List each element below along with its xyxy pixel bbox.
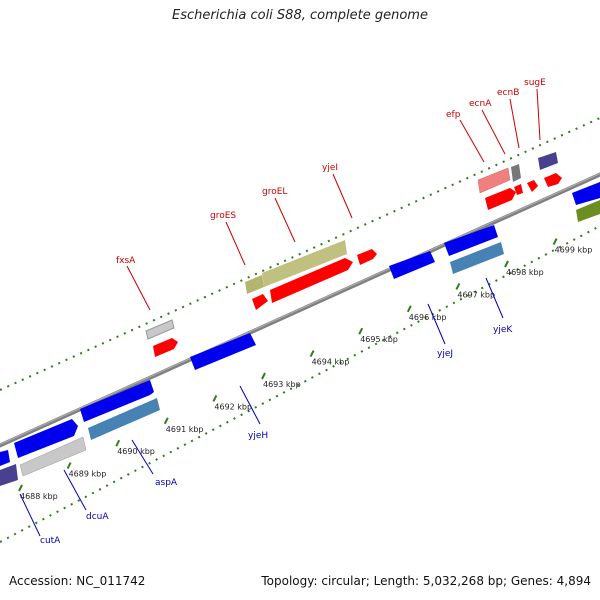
gene-fxsA[interactable] [145, 319, 175, 340]
gene-yjeJ[interactable] [389, 251, 435, 279]
leader-dcuA [63, 469, 87, 511]
kbp-tick-mark [66, 462, 72, 470]
minus-strand-guide [0, 225, 600, 543]
leader-ecnB [509, 98, 520, 149]
label-fxsA: fxsA [116, 256, 136, 266]
gene-fxsA-arrow[interactable] [153, 338, 178, 357]
gene-blue-left[interactable] [0, 450, 10, 466]
kbp-tick-label: 4688 kbp [20, 492, 58, 501]
gene-sugE-arrow[interactable] [544, 173, 562, 187]
kbp-tick-label: 4698 kbp [506, 268, 544, 277]
backbone-highlight [0, 172, 600, 446]
minus-labels: cutA dcuA aspA yjeH yjeJ yjeK [19, 277, 513, 546]
leader-yjeI [332, 173, 353, 219]
leader-yjeJ [427, 303, 446, 345]
label-yjeK: yjeK [493, 325, 513, 335]
label-aspA: aspA [155, 478, 178, 488]
kbp-tick-label: 4689 kbp [69, 470, 107, 479]
leader-yjeK [485, 277, 504, 319]
minus-strand-genes [0, 182, 600, 486]
gene-groEL-arrow[interactable] [270, 258, 353, 303]
gene-cutA[interactable] [0, 464, 18, 486]
genome-summary: Topology: circular; Length: 5,032,268 bp… [261, 574, 591, 588]
kbp-tick-mark [406, 305, 412, 313]
kbp-tick-mark [115, 439, 121, 447]
kbp-tick-mark [212, 394, 218, 402]
kbp-tick-mark [163, 417, 169, 425]
leader-groEL [274, 197, 296, 243]
label-yjeJ: yjeJ [437, 349, 453, 359]
gene-aspA-blue[interactable] [80, 380, 154, 422]
accession-text: Accession: NC_011742 [9, 574, 146, 588]
gene-ecnB2-arrow[interactable] [527, 180, 538, 192]
kbp-tick-label: 4696 kbp [409, 313, 447, 322]
kbp-tick-label: 4699 kbp [555, 246, 593, 255]
gene-yjeI-arrow[interactable] [357, 249, 377, 265]
plus-strand-genes [145, 152, 600, 357]
gene-aspA[interactable] [88, 398, 160, 440]
leader-yjeH [239, 385, 261, 425]
kbp-tick-label: 4694 kbp [312, 358, 350, 367]
kbp-tick-label: 4697 kbp [457, 290, 495, 299]
kbp-scale: 4688 kbp 4689 kbp 4690 kbp 4691 kbp 4692 kbp… [18, 238, 593, 501]
label-sugE: sugE [524, 78, 546, 88]
kbp-tick-mark [358, 327, 364, 335]
kbp-tick-mark [455, 282, 461, 290]
gene-ecnA[interactable] [511, 164, 521, 182]
label-yjeI: yjeI [322, 163, 338, 173]
label-yjeH: yjeH [248, 431, 268, 441]
map-title: Escherichia coli S88, complete genome [172, 8, 428, 23]
gene-efp-arrow[interactable] [485, 188, 516, 210]
leader-aspA [131, 439, 154, 475]
gene-yjeK[interactable] [450, 242, 504, 274]
gene-sugE[interactable] [538, 152, 558, 170]
kbp-tick-mark [309, 350, 315, 358]
gene-groES[interactable] [245, 275, 264, 294]
gene-dcuA[interactable] [19, 436, 87, 477]
label-groEL: groEL [262, 187, 287, 197]
gene-ecnB-arrow[interactable] [514, 184, 523, 195]
label-cutA: cutA [40, 536, 61, 546]
leader-ecnA [481, 109, 506, 155]
plus-labels: fxsA groES groEL yjeI efp ecnA ecnB sugE [116, 78, 546, 311]
kbp-tick-label: 4691 kbp [166, 425, 204, 434]
label-ecnA: ecnA [469, 99, 492, 109]
label-ecnB: ecnB [497, 88, 519, 98]
label-groES: groES [210, 211, 236, 221]
kbp-tick-label: 4693 kbp [263, 380, 301, 389]
gene-right-blue[interactable] [572, 182, 600, 205]
gene-yjeH[interactable] [190, 333, 256, 370]
kbp-tick-mark [261, 372, 266, 380]
kbp-tick-label: 4690 kbp [117, 447, 155, 456]
kbp-tick-label: 4692 kbp [214, 402, 252, 411]
kbp-tick-mark [504, 260, 509, 268]
gene-efp-pink[interactable] [477, 167, 511, 194]
label-dcuA: dcuA [86, 512, 109, 522]
gene-dcuA-blue[interactable] [14, 419, 78, 458]
kbp-tick-mark [552, 238, 558, 246]
gene-groES-arrow[interactable] [252, 294, 268, 310]
leader-fxsA [126, 265, 151, 311]
label-efp: efp [446, 110, 461, 120]
kbp-tick-mark [18, 484, 23, 492]
leader-groES [225, 221, 246, 266]
gene-yjeK-blue[interactable] [444, 225, 498, 256]
plus-strand-guide [0, 117, 600, 391]
kbp-tick-label: 4695 kbp [360, 335, 398, 344]
gene-right-green[interactable] [576, 200, 600, 222]
leader-efp [459, 119, 485, 163]
genome-backbone [0, 172, 600, 448]
gene-groEL[interactable] [262, 240, 347, 287]
leader-sugE [536, 88, 541, 141]
leader-cutA [19, 493, 41, 537]
